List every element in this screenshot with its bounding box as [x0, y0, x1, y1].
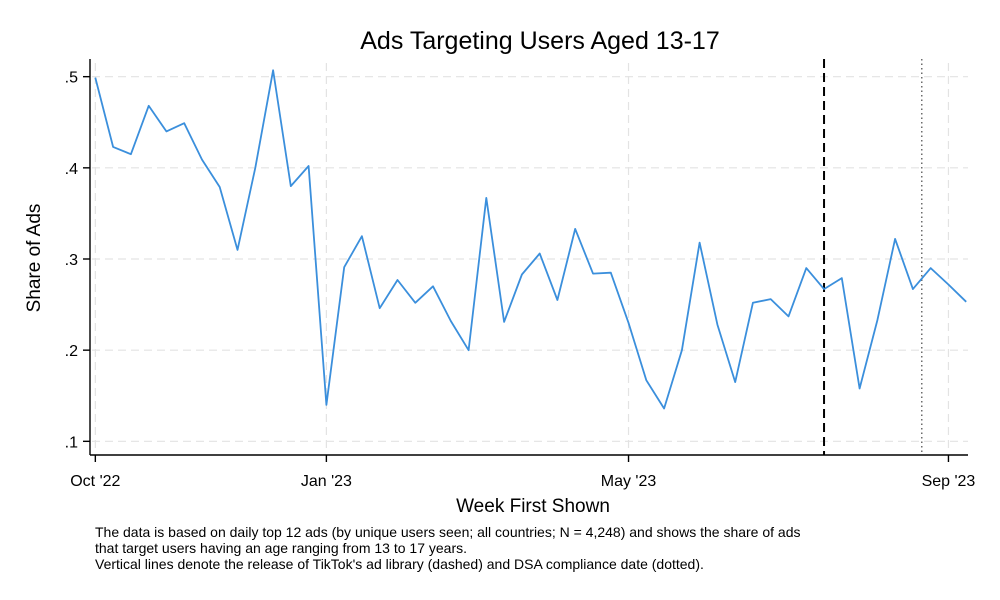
x-axis-label: Week First Shown [456, 496, 610, 517]
chart-title: Ads Targeting Users Aged 13-17 [360, 27, 720, 55]
x-tick-label: Oct '22 [70, 473, 120, 490]
reference-lines [823, 59, 923, 455]
line-chart: Ads Targeting Users Aged 13-17 .1 .2 .3 .4.… [24, 27, 976, 517]
x-tick-label: Jan '23 [301, 473, 352, 490]
footnote: The data is based on daily top 12 ads (b… [95, 524, 975, 572]
series-layer [94, 69, 967, 410]
y-tick-label: .4 [65, 161, 78, 178]
grid [92, 63, 968, 453]
y-axis-label: Share of Ads [24, 204, 45, 313]
y-tick-label: .2 [65, 343, 78, 360]
footnote-line: The data is based on daily top 12 ads (b… [95, 524, 801, 540]
y-tick-label: .3 [65, 252, 78, 269]
footnote-line: Vertical lines denote the release of Tik… [95, 556, 704, 572]
y-tick-label: .5 [65, 70, 78, 87]
footnote-line: that target users having an age ranging … [95, 540, 468, 556]
x-tick-label: May '23 [601, 473, 657, 490]
axes: .1 .2 .3 .4 .5 Oct '22 Jan '23 May '23 Sep '23 [65, 59, 976, 490]
x-tick-label: Sep '23 [922, 473, 976, 490]
series-line [94, 69, 967, 410]
y-tick-label: .1 [65, 434, 78, 451]
